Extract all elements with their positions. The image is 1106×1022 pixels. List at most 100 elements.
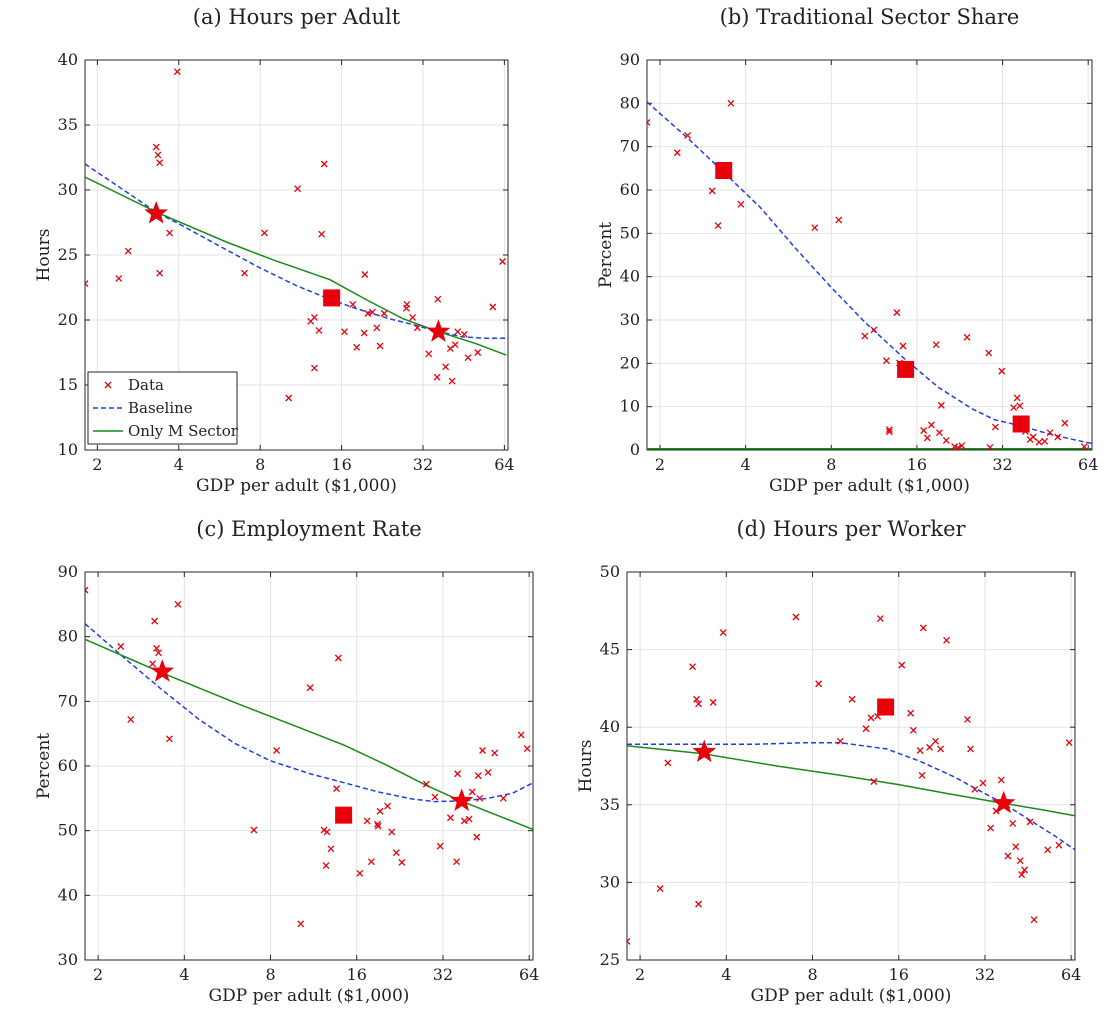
legend-box <box>87 371 238 445</box>
baseline-curve <box>85 623 533 803</box>
data-point <box>376 342 384 350</box>
data-point <box>361 271 369 278</box>
data-point <box>1065 739 1073 747</box>
data-point <box>1016 857 1024 865</box>
data-point <box>166 229 174 237</box>
data-point <box>155 649 162 657</box>
model-square-marker <box>1012 415 1030 433</box>
plot-area <box>627 572 1075 960</box>
data-point <box>403 300 411 308</box>
data-point <box>315 326 323 334</box>
data-point <box>333 785 340 793</box>
data-point <box>367 858 375 866</box>
x-tick-label: 16 <box>889 965 909 984</box>
data-point <box>127 715 135 723</box>
chart-title: (a) Hours per Adult <box>193 5 401 29</box>
data-point <box>373 324 381 332</box>
data-point <box>664 759 672 767</box>
data-point <box>380 310 388 317</box>
data-point <box>151 617 159 625</box>
y-tick-label: 25 <box>58 245 78 264</box>
data-point <box>928 421 935 429</box>
y-tick-label: 60 <box>620 180 640 199</box>
data-point <box>1041 437 1049 445</box>
data-point <box>85 280 89 288</box>
only-m-sector-curve <box>627 745 1075 817</box>
data-point <box>708 187 716 195</box>
data-point <box>943 636 951 644</box>
data-point <box>454 770 462 778</box>
data-point <box>737 200 745 208</box>
data-point <box>647 118 651 126</box>
data-point <box>923 434 931 442</box>
data-point <box>285 394 293 402</box>
chart-panel-3: 2 4 8 16 32 64 30 40 50 60 70 80 90 GDP per adult ($1… <box>34 517 539 1006</box>
data-point <box>1061 419 1069 427</box>
data-point <box>1009 819 1017 827</box>
model-star-marker <box>144 200 168 224</box>
y-tick-label: 10 <box>620 397 640 416</box>
data-point <box>349 300 357 308</box>
data-point <box>1018 871 1026 879</box>
data-point <box>398 858 406 866</box>
data-point <box>434 295 442 303</box>
model-star-marker <box>991 790 1016 814</box>
x-axis-label: GDP per adult ($1,000) <box>751 986 952 1006</box>
model-square-marker <box>335 806 353 824</box>
data-point <box>899 342 907 350</box>
data-point <box>442 363 450 371</box>
data-point <box>792 613 800 621</box>
data-point <box>465 815 473 823</box>
data-point <box>991 423 999 431</box>
data-point <box>174 600 182 608</box>
data-point <box>1012 843 1020 851</box>
model-star-marker <box>692 739 717 763</box>
data-point <box>932 737 939 745</box>
data-point <box>489 303 497 311</box>
data-point <box>709 698 717 706</box>
y-tick-label: 80 <box>58 627 78 646</box>
x-tick-label: 8 <box>807 965 817 984</box>
x-tick-label: 4 <box>721 965 731 984</box>
data-point <box>926 743 934 751</box>
x-tick-label: 16 <box>347 965 367 984</box>
y-tick-label: 70 <box>620 137 640 156</box>
legend-swatch-data <box>104 381 112 389</box>
y-tick-label: 25 <box>600 950 620 969</box>
data-point <box>963 333 971 341</box>
data-point <box>433 373 441 381</box>
y-tick-label: 0 <box>630 440 640 459</box>
data-point <box>1010 404 1018 411</box>
data-point <box>320 160 328 168</box>
data-point <box>985 349 993 357</box>
data-point <box>862 725 870 733</box>
x-tick-label: 4 <box>741 455 751 474</box>
data-point <box>907 709 915 717</box>
data-point <box>937 745 945 753</box>
x-tick-label: 4 <box>179 965 189 984</box>
x-tick-label: 32 <box>433 965 453 984</box>
y-tick-label: 80 <box>620 93 640 112</box>
data-point <box>368 308 376 316</box>
data-point <box>815 680 823 688</box>
y-axis-label: Hours <box>576 740 596 793</box>
data-point <box>916 747 924 754</box>
data-point <box>835 216 843 224</box>
data-point <box>491 749 499 757</box>
x-tick-label: 16 <box>907 455 927 474</box>
model-square-marker <box>897 360 915 378</box>
data-point <box>451 341 459 349</box>
data-point <box>474 349 482 356</box>
data-point <box>1044 846 1052 854</box>
y-tick-label: 40 <box>600 717 620 736</box>
data-point <box>388 828 396 836</box>
y-tick-label: 30 <box>620 310 640 329</box>
model-square-marker <box>715 162 733 179</box>
data-point <box>334 654 342 662</box>
data-point <box>476 794 484 802</box>
data-point <box>173 68 181 76</box>
data-point <box>431 793 439 801</box>
data-point <box>422 780 430 788</box>
y-tick-label: 35 <box>600 795 620 814</box>
